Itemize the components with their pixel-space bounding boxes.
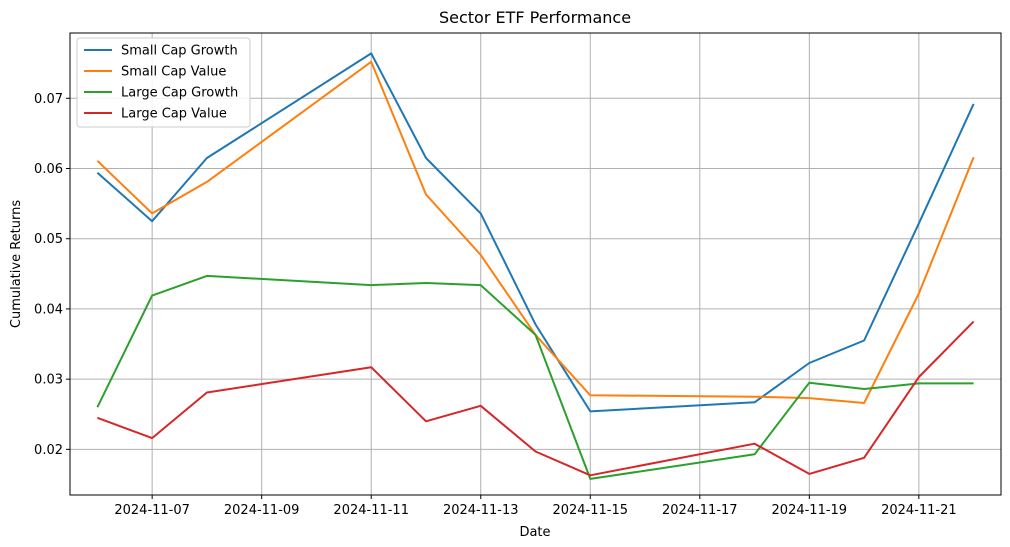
x-tick-label: 2024-11-21 xyxy=(881,503,957,518)
axes-frame xyxy=(69,32,1002,496)
y-tick-label: 0.05 xyxy=(34,232,63,247)
y-tick-label: 0.07 xyxy=(34,92,63,107)
series-line-0 xyxy=(96,52,975,413)
y-tick-label: 0.04 xyxy=(34,302,63,317)
y-axis-ticks: 0.02 0.03 0.04 0.05 0.06 0.07 xyxy=(34,92,70,458)
legend-box xyxy=(76,37,251,128)
chart-title: Sector ETF Performance xyxy=(439,8,631,27)
x-tick-label: 2024-11-15 xyxy=(552,503,628,518)
x-tick-label: 2024-11-11 xyxy=(333,503,409,518)
legend-label: Small Cap Growth xyxy=(121,44,238,59)
x-tick-label: 2024-11-09 xyxy=(224,503,300,518)
x-axis-ticks: 2024-11-07 2024-11-09 2024-11-11 2024-11-13… xyxy=(114,495,957,518)
x-tick-label: 2024-11-19 xyxy=(772,503,848,518)
legend-label: Large Cap Growth xyxy=(121,86,238,101)
legend-label: Large Cap Value xyxy=(121,107,227,122)
x-tick-label: 2024-11-13 xyxy=(443,503,519,518)
legend-label: Small Cap Value xyxy=(121,65,226,80)
x-tick-label: 2024-11-17 xyxy=(662,503,738,518)
grid xyxy=(70,33,1001,495)
series-lines xyxy=(96,52,975,480)
y-tick-label: 0.02 xyxy=(34,443,63,458)
legend: Small Cap Growth Small Cap Value Large Cap… xyxy=(76,37,251,128)
y-tick-label: 0.03 xyxy=(34,373,63,388)
series-line-2 xyxy=(96,274,974,480)
x-tick-label: 2024-11-07 xyxy=(114,503,190,518)
series-line-3 xyxy=(97,320,975,477)
x-axis-label: Date xyxy=(519,525,550,540)
y-tick-label: 0.06 xyxy=(34,162,63,177)
y-axis-label: Cumulative Returns xyxy=(9,200,24,328)
